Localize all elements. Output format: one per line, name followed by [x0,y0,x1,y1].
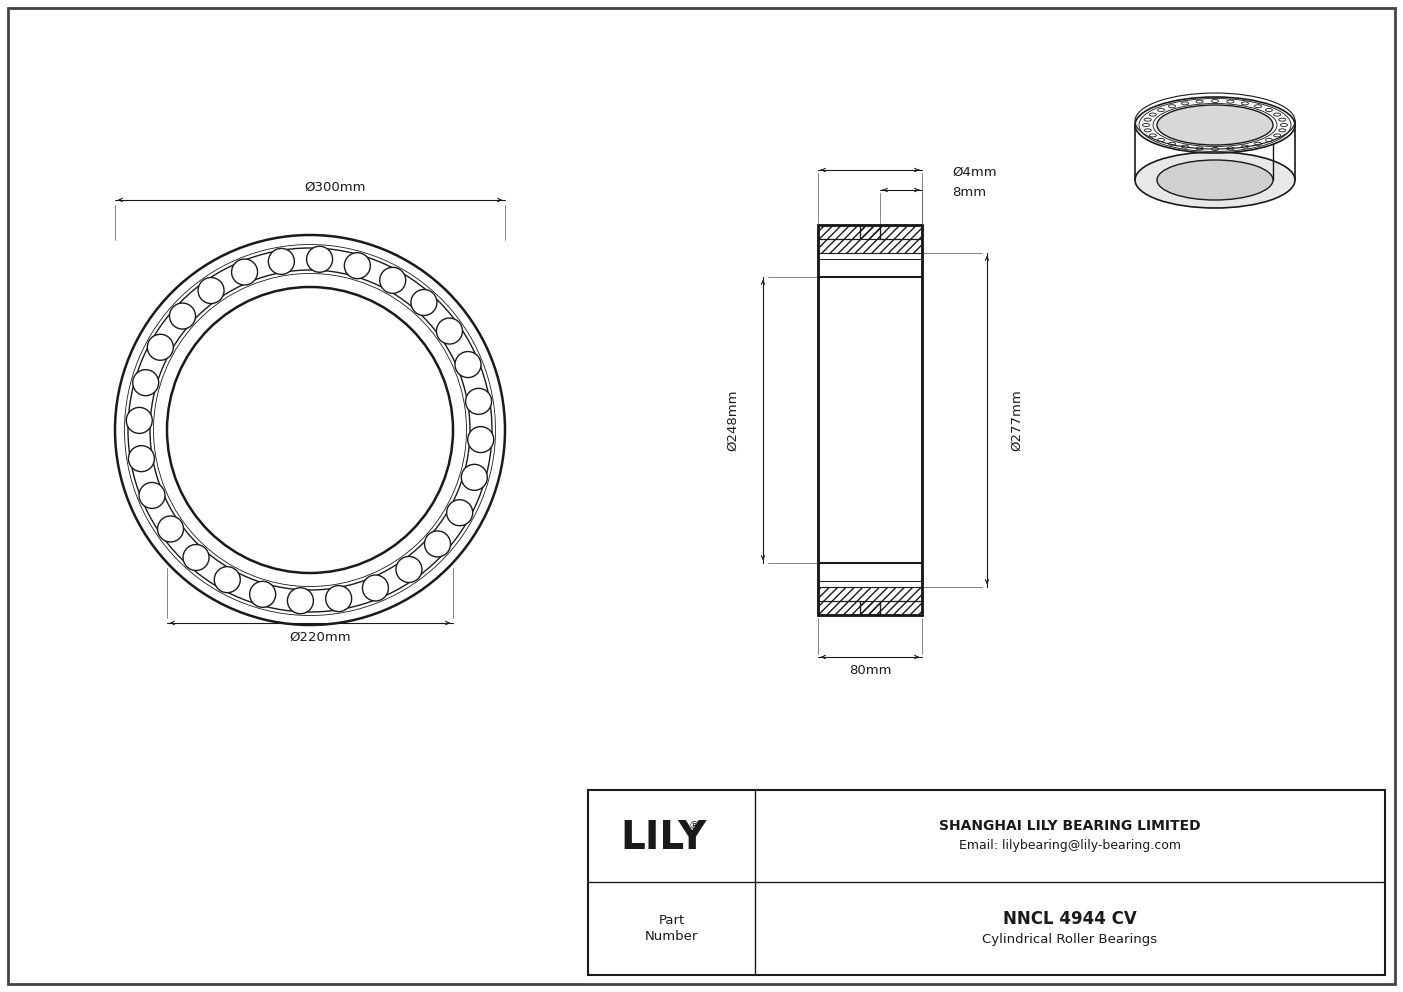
Circle shape [455,351,481,378]
Text: Ø300mm: Ø300mm [304,181,366,193]
Ellipse shape [1281,123,1288,127]
Ellipse shape [1145,118,1152,121]
Ellipse shape [1169,105,1176,108]
Bar [860,225,880,239]
Ellipse shape [1212,99,1218,102]
Circle shape [182,545,209,570]
Circle shape [170,303,195,329]
Circle shape [307,246,333,272]
Circle shape [396,557,422,582]
Ellipse shape [1278,118,1285,121]
Text: Ø248mm: Ø248mm [727,389,739,450]
Circle shape [250,581,275,607]
Text: 8mm: 8mm [953,186,986,198]
Circle shape [344,253,370,279]
Circle shape [126,408,153,434]
Circle shape [133,370,159,396]
Ellipse shape [1157,108,1164,111]
Circle shape [215,566,240,592]
Bar [818,225,922,615]
Ellipse shape [1181,102,1188,105]
Text: Ø277mm: Ø277mm [1010,389,1024,451]
Circle shape [466,388,491,415]
Circle shape [147,334,174,360]
Circle shape [446,500,473,526]
Ellipse shape [1157,160,1273,200]
Ellipse shape [1145,129,1152,132]
Circle shape [325,585,352,612]
Circle shape [436,318,463,344]
Text: SHANGHAI LILY BEARING LIMITED: SHANGHAI LILY BEARING LIMITED [939,819,1201,833]
Ellipse shape [1149,113,1156,116]
Circle shape [411,290,436,315]
Bar [818,587,922,615]
Ellipse shape [1242,145,1249,148]
Ellipse shape [1197,100,1204,103]
Ellipse shape [1197,147,1204,150]
Circle shape [380,267,405,294]
Ellipse shape [1135,152,1295,208]
Ellipse shape [1135,97,1295,153]
Ellipse shape [1169,142,1176,145]
Circle shape [268,248,295,275]
Text: ®: ® [689,821,700,831]
Ellipse shape [1157,139,1164,142]
Circle shape [157,516,184,542]
Ellipse shape [1274,113,1281,116]
Ellipse shape [1254,105,1261,108]
Ellipse shape [1149,134,1156,137]
Ellipse shape [1266,139,1273,142]
Ellipse shape [1254,142,1261,145]
Circle shape [462,464,487,490]
Text: Email: lilybearing@lily-bearing.com: Email: lilybearing@lily-bearing.com [960,839,1181,852]
Text: NNCL 4944 CV: NNCL 4944 CV [1003,911,1136,929]
Text: Cylindrical Roller Bearings: Cylindrical Roller Bearings [982,933,1157,946]
Ellipse shape [1226,147,1233,150]
Ellipse shape [1181,145,1188,148]
Circle shape [231,259,258,285]
Ellipse shape [1278,129,1285,132]
Text: LILY: LILY [620,819,707,857]
Circle shape [129,445,154,471]
Ellipse shape [1274,134,1281,137]
Ellipse shape [1157,105,1273,145]
Bar [818,225,922,253]
Bar [818,225,922,615]
Circle shape [139,482,166,509]
Text: Ø4mm: Ø4mm [953,166,996,179]
Bar [588,790,1385,975]
Circle shape [288,587,313,614]
Circle shape [425,531,450,557]
Circle shape [362,575,389,601]
Circle shape [467,427,494,452]
Ellipse shape [1242,102,1249,105]
Bar [860,601,880,615]
Ellipse shape [1142,123,1149,127]
Ellipse shape [1212,148,1218,151]
Circle shape [198,278,224,304]
Text: Part
Number: Part Number [645,915,699,942]
Ellipse shape [1266,108,1273,111]
Ellipse shape [1226,100,1233,103]
Text: Ø220mm: Ø220mm [289,631,351,644]
Text: 80mm: 80mm [849,665,891,678]
